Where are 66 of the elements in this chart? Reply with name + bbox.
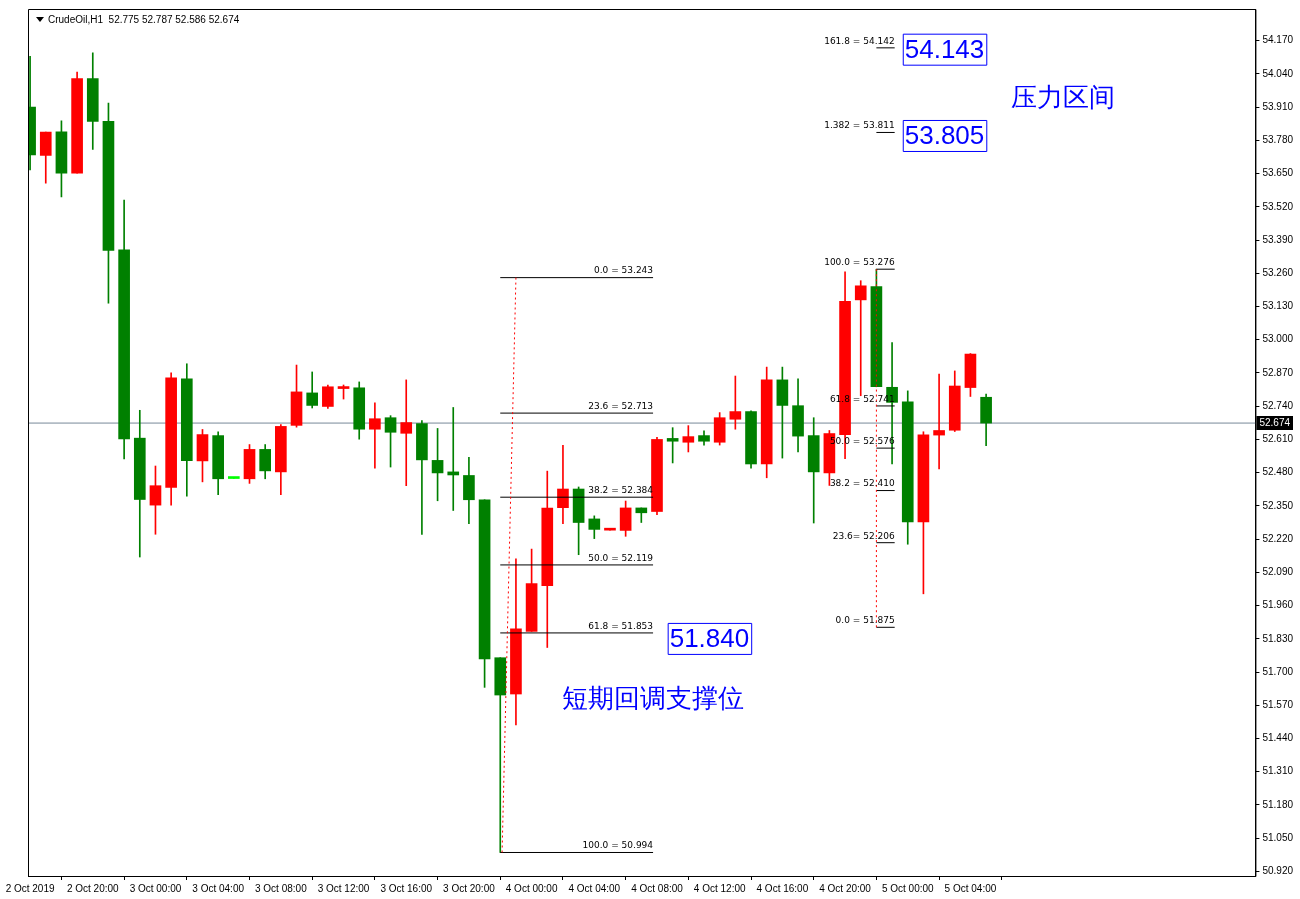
y-tick-label: 52.870 [1262, 366, 1294, 378]
y-tick-label: 53.390 [1262, 233, 1294, 245]
ref-line-label: 52.674 [1259, 416, 1291, 428]
y-tick-label: 53.520 [1262, 200, 1294, 212]
y-tick-label: 53.650 [1262, 167, 1294, 179]
y-tick-label: 52.610 [1262, 433, 1294, 445]
x-tick-label: 3 Oct 12:00 [317, 882, 370, 894]
x-tick-label: 3 Oct 00:00 [129, 882, 182, 894]
y-tick-label: 53.780 [1262, 134, 1294, 146]
x-tick-label: 4 Oct 04:00 [568, 882, 621, 894]
annotation: 38.2 = 52.410 [829, 478, 895, 489]
x-tick-label: 3 Oct 20:00 [443, 882, 496, 894]
y-tick-label: 53.130 [1262, 300, 1294, 312]
x-tick-label: 3 Oct 08:00 [255, 882, 308, 894]
x-tick-label: 3 Oct 16:00 [380, 882, 433, 894]
annotation: 0.0 = 53.243 [593, 265, 654, 276]
y-tick-label: 52.350 [1262, 499, 1294, 511]
y-tick-label: 52.220 [1262, 532, 1294, 544]
x-tick-label: 4 Oct 20:00 [819, 882, 872, 894]
y-tick-label: 51.570 [1262, 699, 1294, 711]
annotation: 100.0 = 50.994 [582, 840, 654, 851]
candlestick [933, 373, 945, 470]
y-tick-label: 54.170 [1262, 34, 1294, 46]
x-tick-label: 2 Oct 20:00 [66, 882, 120, 894]
annotation: 51.840 [669, 623, 750, 654]
x-tick-label: 4 Oct 16:00 [756, 882, 809, 894]
x-tick-label: 4 Oct 08:00 [631, 882, 684, 894]
x-tick-label: 2 Oct 2019 [5, 882, 55, 894]
candlestick [369, 402, 381, 469]
annotation: 23.6 = 52.713 [588, 400, 654, 411]
y-tick-label: 52.480 [1262, 466, 1294, 478]
y-tick-label: 53.260 [1262, 267, 1294, 279]
annotation: 54.143 [904, 33, 985, 64]
candlestick [557, 444, 569, 525]
annotation: 100.0 = 53.276 [824, 257, 895, 268]
x-tick-label: 5 Oct 00:00 [881, 882, 935, 894]
x-tick-label: 4 Oct 12:00 [693, 882, 746, 894]
annotation: 压力区间 [1010, 83, 1115, 113]
y-tick-label: 51.050 [1262, 831, 1294, 843]
annotation: 0.0 = 51.875 [835, 615, 895, 626]
annotation: 短期回调支撑位 [561, 684, 744, 714]
y-tick-label: 52.740 [1262, 399, 1294, 411]
annotation: 53.805 [904, 120, 985, 151]
annotation: 50.0 = 52.119 [588, 552, 654, 563]
annotation: 61.8 = 51.853 [588, 620, 654, 631]
y-tick-label: 50.920 [1262, 865, 1294, 877]
y-tick-label: 51.440 [1262, 732, 1294, 744]
candlestick [854, 280, 867, 397]
y-tick-label: 51.310 [1262, 765, 1294, 777]
y-tick-label: 51.180 [1262, 798, 1294, 810]
y-tick-label: 53.000 [1262, 333, 1294, 345]
chart-title: CrudeOil,H1 52.775 52.787 52.586 52.674 [48, 14, 240, 25]
y-tick-label: 51.830 [1262, 632, 1294, 644]
y-tick-label: 52.090 [1262, 566, 1294, 578]
annotation: 1.382 = 53.811 [824, 120, 895, 131]
candlestick [400, 379, 413, 487]
y-tick-label: 51.960 [1262, 599, 1294, 611]
candlestick [494, 657, 507, 853]
x-tick-label: 3 Oct 04:00 [192, 882, 245, 894]
x-tick-label: 5 Oct 04:00 [944, 882, 997, 894]
annotation: 161.8 = 54.142 [824, 35, 895, 46]
y-tick-label: 54.040 [1262, 67, 1294, 79]
x-tick-label: 4 Oct 00:00 [505, 882, 558, 894]
y-tick-label: 53.910 [1262, 100, 1294, 112]
y-tick-label: 51.700 [1262, 665, 1294, 677]
annotation: 23.6= 52.206 [832, 530, 895, 541]
